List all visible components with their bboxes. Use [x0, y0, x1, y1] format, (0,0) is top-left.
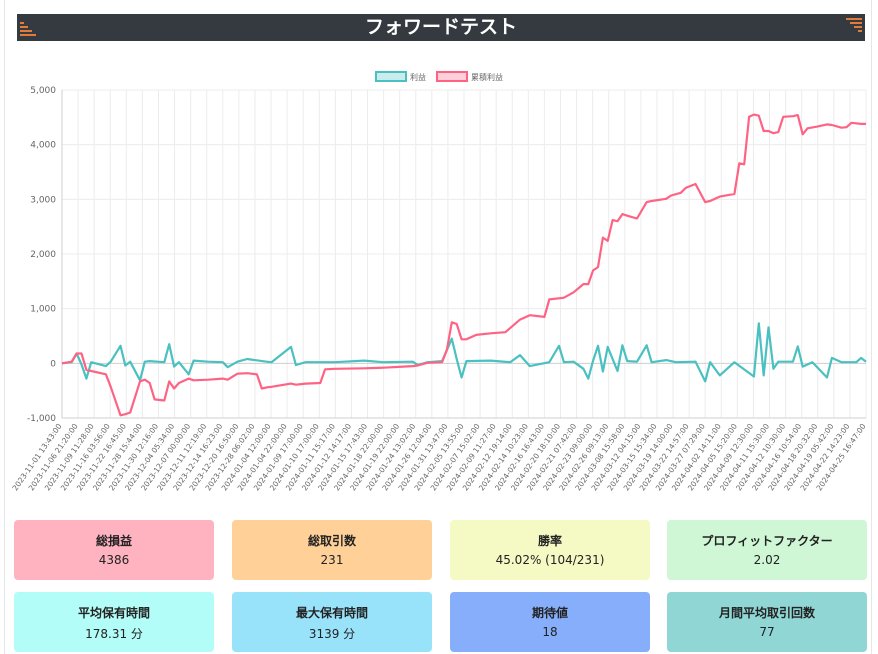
- stat-card-value: 3139 分: [308, 627, 356, 641]
- y-tick-label: 1,000: [30, 305, 56, 315]
- stat-card: 最大保有時間 3139 分: [232, 592, 432, 652]
- legend-label-1: 累積利益: [471, 72, 503, 82]
- stat-card-label: 月間平均取引回数: [718, 606, 815, 620]
- stat-card: 勝率 45.02% (104/231): [450, 520, 650, 580]
- y-tick-label: 4,000: [30, 141, 56, 151]
- series-line-0: [61, 322, 867, 383]
- y-tick-label: 0: [50, 359, 56, 369]
- stat-card-value: 178.31 分: [85, 627, 143, 641]
- y-tick-label: 5,000: [30, 86, 56, 96]
- y-tick-label: 2,000: [30, 250, 56, 260]
- stat-card: 平均保有時間 178.31 分: [14, 592, 214, 652]
- stat-card-value: 4386: [98, 553, 130, 567]
- stripes-icon: [846, 18, 862, 32]
- stat-card-value: 18: [542, 625, 558, 639]
- stat-card-label: 総損益: [95, 534, 132, 548]
- stat-card-value: 231: [320, 553, 344, 567]
- stat-card-value: 45.02% (104/231): [495, 553, 605, 567]
- stat-card: 総取引数 231: [232, 520, 432, 580]
- stat-card-label: 勝率: [537, 534, 562, 548]
- page-header: フォワードテスト: [17, 14, 865, 41]
- stat-card: 総損益 4386: [14, 520, 214, 580]
- stripes-icon: [20, 22, 36, 36]
- stat-card-label: 期待値: [531, 606, 568, 620]
- stat-card-label: 総取引数: [307, 534, 356, 548]
- series-line-1: [61, 113, 866, 417]
- legend-swatch-0: [375, 71, 407, 82]
- stat-card-label: 最大保有時間: [295, 606, 368, 620]
- stat-card-label: プロフィットファクター: [701, 534, 833, 548]
- stat-card-label: 平均保有時間: [77, 606, 150, 620]
- stat-card-value: 2.02: [753, 553, 781, 567]
- stats-cards: 総損益 4386 総取引数 231 勝率 45.02% (104/231) プロフィットファ…: [14, 518, 870, 654]
- page-frame: [4, 0, 872, 654]
- stat-card: 期待値 18: [450, 592, 650, 652]
- page-title: フォワードテスト: [364, 16, 517, 38]
- legend-label-0: 利益: [410, 72, 426, 82]
- forward-test-line-chart: 5,0004,0003,0002,0001,0000-1,0002023-11-…: [11, 71, 868, 492]
- y-tick-label: -1,000: [27, 414, 56, 424]
- stat-card: プロフィットファクター 2.02: [667, 520, 867, 580]
- stat-card-value: 77: [759, 625, 775, 639]
- stat-card: 月間平均取引回数 77: [667, 592, 867, 652]
- legend-swatch-1: [436, 71, 468, 82]
- y-tick-label: 3,000: [30, 195, 56, 205]
